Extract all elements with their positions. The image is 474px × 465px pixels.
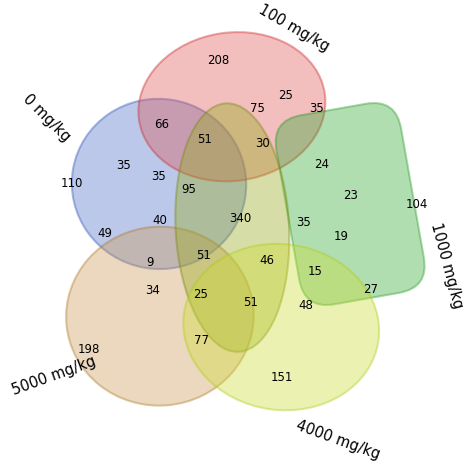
Text: 51: 51 [197,133,212,146]
Text: 34: 34 [145,285,160,297]
Text: 95: 95 [181,183,196,196]
Text: 1000 mg/kg: 1000 mg/kg [428,221,465,311]
Text: 15: 15 [307,265,322,278]
Text: 198: 198 [78,343,100,356]
Text: 46: 46 [259,254,274,267]
Text: 48: 48 [299,299,313,312]
Text: 30: 30 [255,137,270,150]
Text: 340: 340 [229,213,252,226]
Text: 51: 51 [243,296,258,309]
Text: 110: 110 [61,177,83,190]
Text: 25: 25 [278,89,293,102]
Ellipse shape [72,99,246,269]
Text: 208: 208 [207,54,229,67]
Text: 51: 51 [196,249,211,262]
Text: 35: 35 [309,102,323,115]
Text: 4000 mg/kg: 4000 mg/kg [294,418,382,463]
Ellipse shape [175,103,289,352]
Text: 75: 75 [250,102,264,115]
Text: 19: 19 [334,230,349,243]
Text: 49: 49 [97,227,112,240]
Text: 66: 66 [154,118,169,131]
Text: 100 mg/kg: 100 mg/kg [256,2,332,54]
Text: 35: 35 [116,159,131,172]
Text: 23: 23 [343,189,357,202]
Text: 9: 9 [146,256,154,269]
Text: 77: 77 [194,334,210,346]
Ellipse shape [183,244,379,410]
Text: 151: 151 [271,371,293,384]
Text: 35: 35 [151,170,165,183]
Ellipse shape [138,32,325,181]
Text: 27: 27 [363,284,378,297]
Ellipse shape [66,226,254,405]
Text: 35: 35 [297,216,311,229]
Text: 24: 24 [314,158,329,171]
Text: 40: 40 [153,213,167,226]
Text: 104: 104 [405,199,428,212]
Text: 25: 25 [193,288,208,301]
Text: 5000 mg/kg: 5000 mg/kg [9,354,98,398]
FancyBboxPatch shape [276,103,425,305]
Text: 0 mg/kg: 0 mg/kg [20,91,73,144]
